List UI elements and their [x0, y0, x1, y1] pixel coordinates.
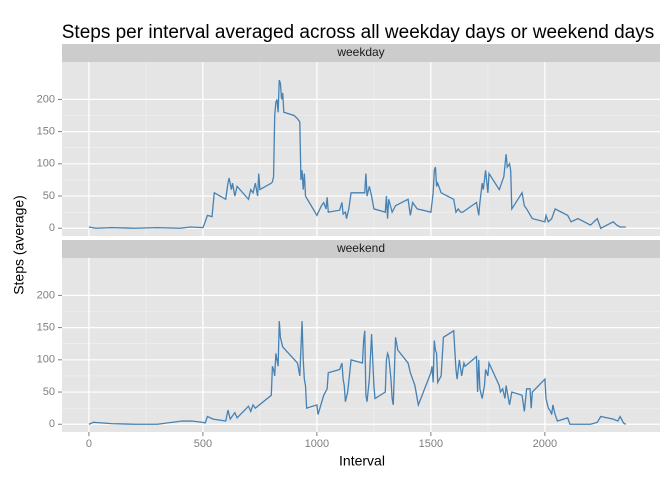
x-tick-label: 1500: [419, 438, 443, 450]
x-axis-label: Interval: [339, 453, 385, 469]
x-tick-label: 2000: [533, 438, 557, 450]
chart-title: Steps per interval averaged across all w…: [62, 22, 655, 43]
y-tick-label: 100: [37, 158, 55, 170]
data-line: [88, 79, 626, 230]
y-tick-label: 50: [43, 386, 55, 398]
x-tick-label: 500: [194, 438, 212, 450]
y-tick-label: 0: [49, 222, 55, 234]
strip-label: weekday: [336, 45, 384, 59]
data-line: [88, 321, 627, 425]
y-tick-label: 0: [49, 418, 55, 430]
panel-background: [62, 62, 660, 236]
strip: [62, 240, 660, 258]
y-tick-label: 50: [43, 190, 55, 202]
panel-background: [62, 258, 660, 432]
y-tick-label: 100: [37, 354, 55, 366]
x-tick-label: 1000: [305, 438, 329, 450]
strip-label: weekend: [336, 241, 385, 255]
y-axis-label: Steps (average): [11, 195, 27, 295]
strip: [62, 44, 660, 62]
y-tick-label: 150: [37, 126, 55, 138]
y-tick-label: 200: [37, 93, 55, 105]
x-tick-label: 0: [86, 438, 92, 450]
y-tick-label: 200: [37, 289, 55, 301]
y-tick-label: 150: [37, 322, 55, 334]
